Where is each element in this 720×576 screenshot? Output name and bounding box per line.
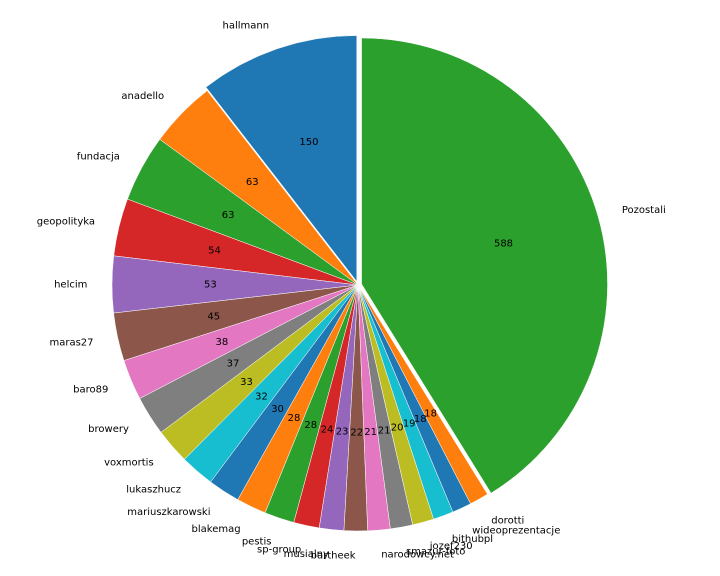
slice-label-geopolityka: geopolityka xyxy=(37,216,95,227)
pie-slices xyxy=(111,35,608,532)
value-label-maras27: 45 xyxy=(207,311,220,322)
value-label-narodowcy-net: 21 xyxy=(364,427,377,438)
slice-label-mariuszkarowski: mariuszkarowski xyxy=(127,507,210,518)
slice-label-smazur-foto: smazur-foto xyxy=(406,546,465,557)
value-label-blakemag: 28 xyxy=(288,413,301,424)
value-label-wideoprezentacje: 18 xyxy=(414,414,427,425)
slice-label-blakemag: blakemag xyxy=(192,524,241,535)
pie-slice-dorotti xyxy=(357,284,488,505)
slice-labels: hallmann anadello fundacja geopolityka helci… xyxy=(37,21,666,562)
value-label-fundacja: 63 xyxy=(222,210,235,221)
slice-label-browery: browery xyxy=(88,424,129,435)
value-label-bartheek: 22 xyxy=(350,428,363,439)
value-label-jozef230: 20 xyxy=(391,422,404,433)
value-label-pozostali: 588 xyxy=(494,239,513,250)
slice-label-baro89: baro89 xyxy=(73,384,108,395)
value-label-hallmann: 150 xyxy=(299,137,318,148)
slice-label-sp-group: sp-group xyxy=(257,545,301,556)
slice-label-musialny: musialny xyxy=(284,549,329,560)
slice-label-pestis: pestis xyxy=(242,536,272,547)
slice-label-fundacja: fundacja xyxy=(77,151,120,162)
slice-label-narodowcy-net: narodowcy.net xyxy=(381,550,454,561)
slice-label-maras27: maras27 xyxy=(49,337,93,348)
value-label-voxmortis: 33 xyxy=(240,377,253,388)
slice-label-lukaszhucz: lukaszhucz xyxy=(126,485,181,496)
slice-label-wideoprezentacje: wideoprezentacje xyxy=(472,525,560,536)
value-label-baro89: 38 xyxy=(215,337,228,348)
slice-label-dorotti: dorotti xyxy=(491,516,524,527)
slice-label-hallmann: hallmann xyxy=(223,21,270,32)
value-label-geopolityka: 54 xyxy=(208,245,221,256)
value-label-mariuszkarowski: 30 xyxy=(271,404,284,415)
value-label-pestis: 28 xyxy=(304,420,317,431)
value-label-smazur-foto: 21 xyxy=(378,425,391,436)
pie-slice-hallmann xyxy=(205,35,358,283)
value-label-bithubpl: 19 xyxy=(403,418,416,429)
value-label-helcim: 53 xyxy=(204,280,217,291)
slice-label-pozostali: Pozostali xyxy=(622,205,666,216)
value-label-dorotti: 18 xyxy=(424,408,437,419)
value-label-anadello: 63 xyxy=(246,177,259,188)
slice-label-bithubpl: bithubpl xyxy=(452,534,493,545)
slice-label-jozef230: jozef230 xyxy=(429,541,473,552)
slice-label-helcim: helcim xyxy=(54,279,87,290)
slice-label-bartheek: bartheek xyxy=(311,551,356,562)
value-label-lukaszhucz: 32 xyxy=(255,392,268,403)
slice-label-voxmortis: voxmortis xyxy=(104,457,154,468)
value-label-musialny: 23 xyxy=(336,427,349,438)
slice-label-anadello: anadello xyxy=(121,91,164,102)
pie-slice-pozostali xyxy=(361,37,608,494)
value-label-browery: 37 xyxy=(227,359,240,370)
value-label-sp-group: 24 xyxy=(321,424,334,435)
